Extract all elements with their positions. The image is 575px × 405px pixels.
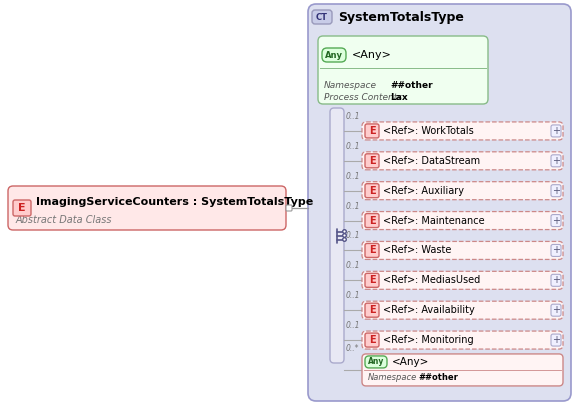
FancyBboxPatch shape (362, 122, 563, 140)
FancyBboxPatch shape (308, 4, 571, 401)
Text: Lax: Lax (390, 92, 408, 102)
Text: 0..*: 0..* (346, 344, 359, 353)
Text: E: E (369, 126, 375, 136)
Text: <Ref>: <Ref> (383, 215, 415, 226)
Text: SystemTotalsType: SystemTotalsType (338, 11, 464, 23)
Text: E: E (369, 275, 375, 285)
Text: : Waste: : Waste (415, 245, 451, 256)
Text: 0..1: 0..1 (346, 172, 361, 181)
Text: E: E (369, 335, 375, 345)
FancyBboxPatch shape (551, 334, 561, 346)
FancyBboxPatch shape (365, 184, 379, 198)
FancyBboxPatch shape (365, 273, 379, 287)
Text: Any: Any (368, 358, 384, 367)
Text: 0..1: 0..1 (346, 321, 361, 330)
Text: ##other: ##other (390, 81, 432, 90)
FancyBboxPatch shape (362, 211, 563, 230)
Text: E: E (369, 215, 375, 226)
FancyBboxPatch shape (551, 245, 561, 256)
FancyBboxPatch shape (286, 205, 292, 211)
FancyBboxPatch shape (362, 271, 563, 289)
Text: : MediasUsed: : MediasUsed (415, 275, 480, 285)
Text: : Monitoring: : Monitoring (415, 335, 474, 345)
FancyBboxPatch shape (362, 241, 563, 260)
Text: +: + (552, 245, 560, 256)
Text: <Ref>: <Ref> (383, 275, 415, 285)
Text: Any: Any (325, 51, 343, 60)
Text: E: E (369, 156, 375, 166)
Text: 0..1: 0..1 (346, 291, 361, 300)
Circle shape (343, 234, 346, 237)
Text: 0..1: 0..1 (346, 261, 361, 270)
FancyBboxPatch shape (330, 108, 344, 363)
Text: +: + (552, 156, 560, 166)
Text: : DataStream: : DataStream (415, 156, 480, 166)
Text: E: E (18, 203, 26, 213)
Text: <Any>: <Any> (352, 50, 392, 60)
FancyBboxPatch shape (365, 243, 379, 258)
Text: ImagingServiceCounters : SystemTotalsType: ImagingServiceCounters : SystemTotalsTyp… (36, 197, 313, 207)
FancyBboxPatch shape (365, 213, 379, 228)
FancyBboxPatch shape (362, 331, 563, 349)
Text: E: E (369, 245, 375, 256)
Text: 0..1: 0..1 (346, 142, 361, 151)
Text: 0..1: 0..1 (346, 231, 361, 241)
Text: +: + (552, 305, 560, 315)
FancyBboxPatch shape (365, 333, 379, 347)
Text: Process Contents: Process Contents (324, 92, 402, 102)
Circle shape (343, 230, 346, 233)
FancyBboxPatch shape (551, 155, 561, 167)
FancyBboxPatch shape (551, 215, 561, 226)
FancyBboxPatch shape (362, 301, 563, 319)
Text: +: + (552, 215, 560, 226)
Text: 0..1: 0..1 (346, 202, 361, 211)
FancyBboxPatch shape (322, 48, 346, 62)
Text: 0..1: 0..1 (346, 112, 361, 121)
Text: +: + (552, 185, 560, 196)
Text: CT: CT (316, 13, 328, 21)
Text: E: E (369, 185, 375, 196)
FancyBboxPatch shape (13, 200, 31, 216)
Text: E: E (369, 305, 375, 315)
Text: : Maintenance: : Maintenance (415, 215, 485, 226)
Circle shape (343, 238, 346, 241)
Text: <Ref>: <Ref> (383, 126, 415, 136)
FancyBboxPatch shape (8, 186, 286, 230)
FancyBboxPatch shape (365, 303, 379, 317)
Text: <Ref>: <Ref> (383, 335, 415, 345)
FancyBboxPatch shape (312, 10, 332, 24)
Text: +: + (552, 126, 560, 136)
Text: : Auxiliary: : Auxiliary (415, 185, 464, 196)
Text: ##other: ##other (418, 373, 458, 382)
FancyBboxPatch shape (551, 274, 561, 286)
FancyBboxPatch shape (551, 304, 561, 316)
FancyBboxPatch shape (365, 124, 379, 138)
FancyBboxPatch shape (362, 354, 563, 386)
Text: : Availability: : Availability (415, 305, 475, 315)
FancyBboxPatch shape (551, 185, 561, 197)
FancyBboxPatch shape (362, 182, 563, 200)
FancyBboxPatch shape (365, 356, 387, 368)
FancyBboxPatch shape (551, 125, 561, 137)
Text: <Any>: <Any> (392, 357, 430, 367)
Text: +: + (552, 275, 560, 285)
Text: <Ref>: <Ref> (383, 156, 415, 166)
Text: <Ref>: <Ref> (383, 305, 415, 315)
Text: Abstract Data Class: Abstract Data Class (16, 215, 113, 225)
Text: +: + (552, 335, 560, 345)
Text: <Ref>: <Ref> (383, 185, 415, 196)
Text: : WorkTotals: : WorkTotals (415, 126, 474, 136)
FancyBboxPatch shape (362, 152, 563, 170)
Text: Namespace: Namespace (368, 373, 417, 382)
FancyBboxPatch shape (365, 154, 379, 168)
FancyBboxPatch shape (318, 36, 488, 104)
Text: <Ref>: <Ref> (383, 245, 415, 256)
Text: Namespace: Namespace (324, 81, 377, 90)
